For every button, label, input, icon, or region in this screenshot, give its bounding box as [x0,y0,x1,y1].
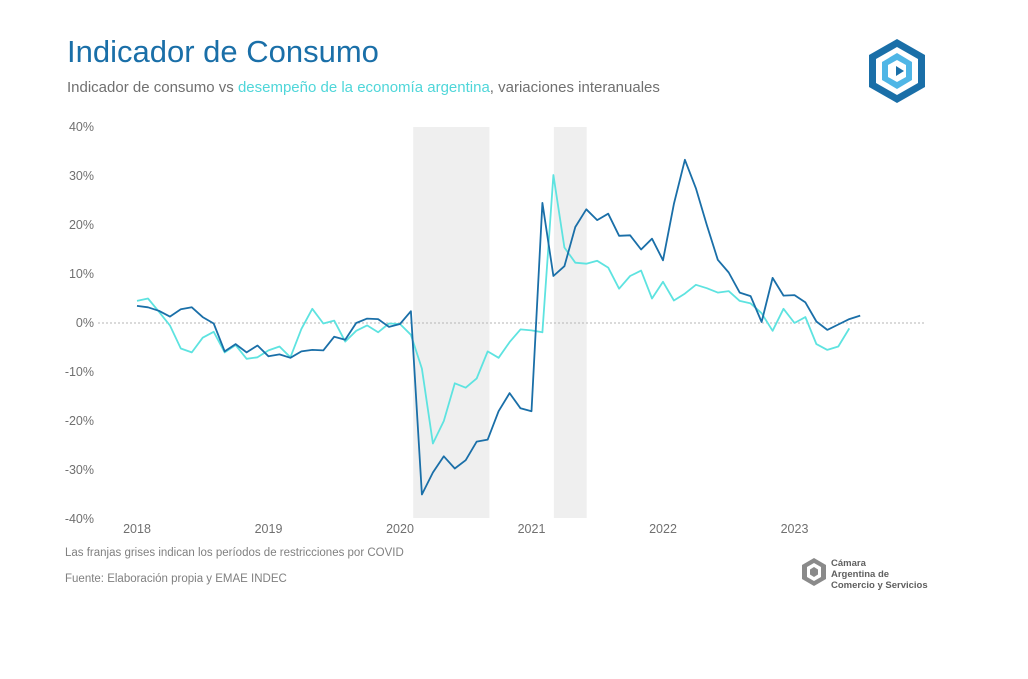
y-tick-label: 40% [69,120,94,134]
covid-note: Las franjas grises indican los períodos … [65,547,404,559]
y-tick-label: 20% [69,218,94,232]
series-line-consumo [136,158,861,496]
series-line-emae [136,174,851,445]
x-tick-label: 2021 [518,522,546,536]
source-note: Fuente: Elaboración propia y EMAE INDEC [65,573,287,585]
x-tick-label: 2020 [386,522,414,536]
brand-line-2: Argentina de [831,569,890,580]
cac-brand: Cámara Argentina de Comercio y Servicios [801,557,931,591]
x-tick-label: 2022 [649,522,677,536]
x-tick-label: 2023 [781,522,809,536]
chart-title: Indicador de Consumo [67,34,379,69]
subtitle-consumo: Indicador de consumo vs [67,79,238,96]
y-tick-label: -10% [65,365,94,379]
subtitle-tail: , variaciones interanuales [489,79,660,96]
y-tick-label: 0% [76,316,94,330]
y-tick-label: 10% [69,267,94,281]
chart-subtitle: Indicador de consumo vs desempeño de la … [67,79,660,96]
y-tick-label: -40% [65,512,94,526]
y-tick-label: -20% [65,414,94,428]
brand-line-1: Cámara [831,558,866,569]
cac-hexagon-logo-icon [869,39,925,103]
x-tick-label: 2019 [255,522,283,536]
x-tick-label: 2018 [123,522,151,536]
y-tick-label: 30% [69,169,94,183]
brand-line-3: Comercio y Servicios [831,580,928,591]
cac-gray-logo-icon [802,558,826,586]
subtitle-emae: desempeño de la economía argentina [237,79,490,96]
y-tick-label: -30% [65,463,94,477]
